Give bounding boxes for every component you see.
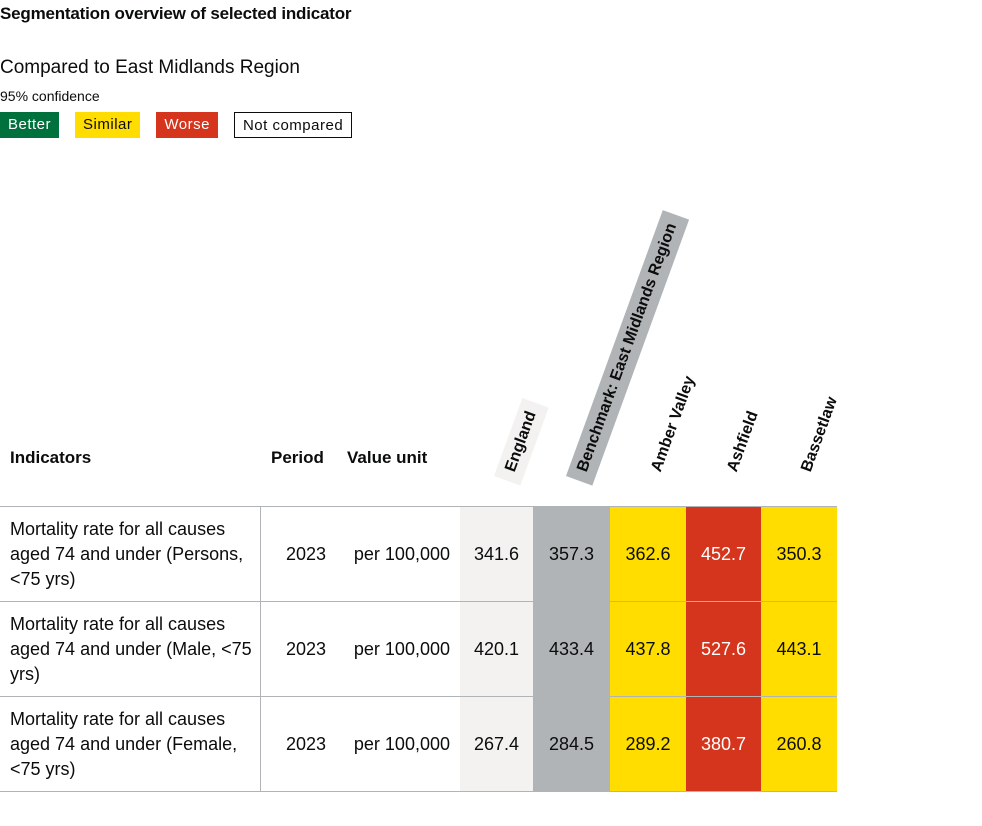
unit-cell: per 100,000 [332, 506, 460, 602]
period-cell: 2023 [260, 506, 332, 602]
value-england: 420.1 [460, 601, 533, 697]
unit-cell: per 100,000 [332, 696, 460, 792]
header-area-england: England [494, 397, 549, 486]
header-period: Period [271, 448, 324, 467]
value-england: 341.6 [460, 506, 533, 602]
page-title: Segmentation overview of selected indica… [0, 4, 352, 23]
value-amber-valley: 437.8 [610, 601, 686, 697]
value-bassetlaw: 260.8 [761, 696, 837, 792]
legend-better: Better [0, 112, 60, 138]
legend-not-compared: Not compared [233, 112, 353, 138]
header-indicators: Indicators [10, 448, 92, 467]
value-benchmark: 357.3 [533, 506, 610, 602]
value-benchmark: 433.4 [533, 601, 610, 697]
value-ashfield: 527.6 [686, 601, 761, 697]
period-cell: 2023 [260, 601, 332, 697]
legend-similar: Similar [75, 112, 141, 138]
unit-cell: per 100,000 [332, 601, 460, 697]
legend: Better Similar Worse Not compared [0, 112, 368, 138]
confidence-label: 95% confidence [0, 88, 100, 104]
value-bassetlaw: 350.3 [761, 506, 837, 602]
value-amber-valley: 362.6 [610, 506, 686, 602]
comparison-label: Compared to East Midlands Region [0, 57, 300, 78]
header-area-ashfield: Ashfield [724, 408, 762, 475]
header-value-unit: Value unit [347, 448, 428, 467]
value-ashfield: 452.7 [686, 506, 761, 602]
header-area-bassetlaw: Bassetlaw [798, 394, 841, 475]
indicator-name: Mortality rate for all causes aged 74 an… [0, 506, 261, 602]
indicator-name: Mortality rate for all causes aged 74 an… [0, 601, 261, 697]
value-england: 267.4 [460, 696, 533, 792]
period-cell: 2023 [260, 696, 332, 792]
table-row: Mortality rate for all causes aged 74 an… [0, 506, 837, 602]
indicator-name: Mortality rate for all causes aged 74 an… [0, 696, 261, 792]
table-row: Mortality rate for all causes aged 74 an… [0, 696, 837, 792]
table-row: Mortality rate for all causes aged 74 an… [0, 601, 837, 697]
value-ashfield: 380.7 [686, 696, 761, 792]
indicator-table: Mortality rate for all causes aged 74 an… [0, 506, 837, 792]
value-amber-valley: 289.2 [610, 696, 686, 792]
value-bassetlaw: 443.1 [761, 601, 837, 697]
legend-worse: Worse [156, 112, 218, 138]
value-benchmark: 284.5 [533, 696, 610, 792]
header-area-amber-valley: Amber Valley [648, 373, 699, 475]
